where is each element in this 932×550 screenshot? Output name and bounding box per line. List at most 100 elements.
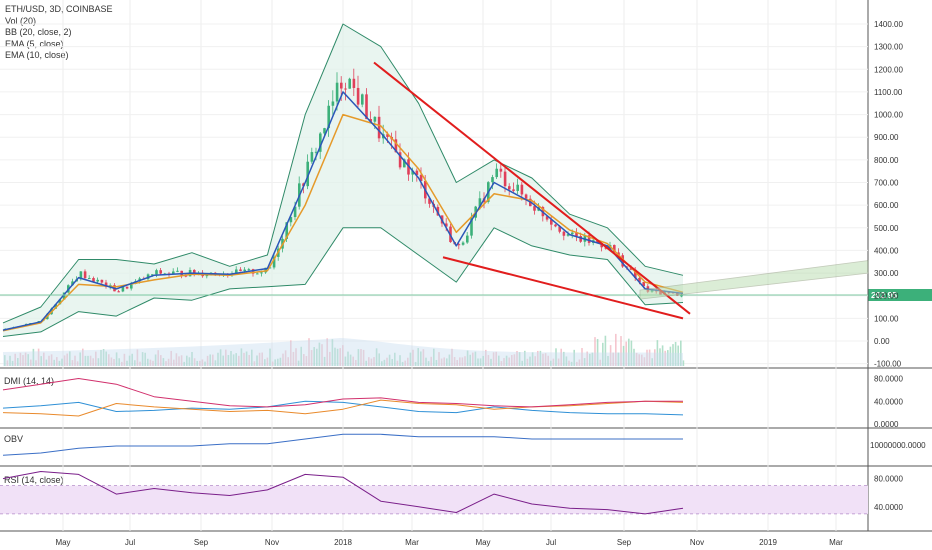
candle-body: [566, 234, 570, 236]
volume-bar: [134, 360, 136, 366]
obv-line: [2, 433, 683, 456]
volume-bar: [43, 352, 45, 366]
volume-bar: [617, 352, 620, 366]
volume-bar: [479, 358, 482, 366]
candle-body: [415, 170, 419, 175]
volume-bar: [303, 354, 305, 366]
x-tick-label: May: [475, 538, 490, 547]
volume-bar: [17, 358, 19, 366]
candle-body: [348, 78, 351, 89]
volume-bar: [152, 360, 154, 366]
volume-bar: [667, 350, 669, 366]
volume-bar: [139, 361, 141, 366]
volume-bar: [596, 338, 599, 366]
volume-bar: [53, 359, 55, 366]
volume-bar: [89, 355, 92, 366]
volume-bar: [422, 349, 425, 366]
volume-bars: [4, 333, 685, 366]
volume-bar: [615, 333, 617, 366]
candle-body: [176, 270, 179, 272]
volume-bar: [542, 353, 544, 366]
candle-body: [104, 282, 108, 287]
candle-body: [361, 94, 364, 105]
volume-bar: [217, 352, 219, 366]
candle-body: [151, 274, 154, 276]
volume-bar: [664, 350, 666, 366]
volume-bar: [355, 360, 357, 366]
volume-bar: [503, 358, 505, 366]
volume-bar: [492, 352, 495, 366]
candle-body: [331, 101, 335, 106]
volume-bar: [214, 360, 217, 366]
volume-bar: [518, 352, 521, 366]
volume-bar: [115, 352, 118, 366]
volume-bar: [230, 350, 232, 366]
volume-bar: [76, 361, 79, 366]
candle-body: [550, 219, 553, 225]
candle-body: [256, 273, 259, 275]
candle-body: [642, 282, 645, 287]
volume-bar: [238, 355, 240, 366]
volume-bar: [594, 337, 596, 366]
volume-bar: [469, 354, 471, 366]
volume-bar: [300, 346, 302, 366]
rsi-line: [2, 471, 684, 515]
volume-bar: [677, 345, 679, 366]
volume-bar: [84, 355, 87, 366]
candle-body: [411, 170, 414, 175]
candle-body: [562, 231, 566, 236]
volume-bar: [347, 351, 349, 366]
volume-bar: [453, 357, 456, 366]
volume-bar: [560, 348, 562, 366]
volume-bar: [196, 360, 198, 366]
candle-body: [130, 283, 133, 289]
volume-bar: [175, 353, 178, 366]
volume-bar: [407, 357, 409, 366]
bollinger-lower-line: [2, 227, 684, 337]
candle-body: [600, 243, 603, 248]
candle-body: [247, 269, 251, 271]
volume-bar: [602, 342, 604, 366]
candle-body: [121, 286, 125, 292]
volume-bar: [537, 350, 539, 366]
volume-bar: [578, 359, 581, 366]
volume-bar: [628, 338, 630, 366]
volume-bar: [235, 353, 237, 366]
candle-body: [83, 271, 87, 279]
volume-bar: [141, 352, 144, 366]
volume-bar: [180, 355, 183, 366]
volume-bar: [485, 349, 487, 366]
candle-body: [272, 256, 276, 268]
volume-bar: [425, 357, 427, 366]
volume-bar: [563, 351, 565, 366]
candle-body: [579, 236, 582, 242]
volume-bar: [570, 361, 573, 366]
volume-bar: [14, 353, 16, 366]
rsi-panel-label: RSI (14, close): [4, 475, 64, 485]
candle-body: [466, 235, 469, 243]
candle-body: [575, 232, 578, 237]
volume-bar: [331, 339, 334, 366]
volume-bar: [373, 357, 375, 366]
candle-body: [96, 279, 99, 282]
volume-bar: [362, 349, 365, 366]
volume-bar: [261, 352, 263, 366]
volume-bar: [433, 348, 435, 366]
volume-bar: [199, 360, 201, 366]
volume-bar: [149, 359, 152, 366]
volume-bar: [661, 345, 664, 366]
volume-bar: [620, 336, 622, 366]
volume-bar: [534, 356, 536, 366]
candle-body: [499, 168, 503, 172]
volume-bar: [201, 359, 204, 366]
volume-bar: [204, 361, 206, 366]
candle-body: [193, 270, 196, 275]
candle-body: [243, 269, 246, 272]
volume-bar: [412, 349, 414, 366]
volume-ma-area: [3, 338, 683, 366]
volume-bar: [248, 354, 250, 366]
candle-body: [155, 270, 158, 275]
volume-bar: [526, 358, 529, 366]
volume-bar: [635, 352, 638, 366]
